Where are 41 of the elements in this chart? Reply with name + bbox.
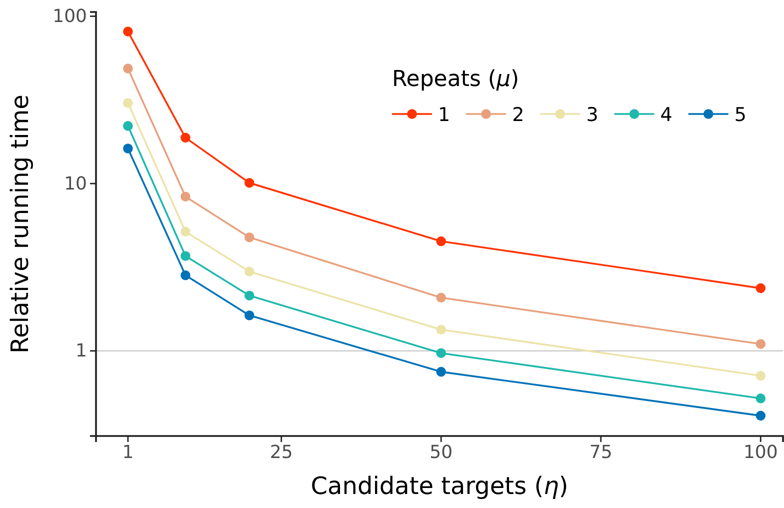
point <box>123 121 133 131</box>
point <box>436 324 446 334</box>
point <box>244 178 254 188</box>
y-tick-label: 10 <box>64 173 87 194</box>
point <box>244 232 254 242</box>
point <box>756 370 766 381</box>
legend-label: 2 <box>512 104 524 126</box>
point <box>180 192 190 202</box>
point <box>756 339 766 349</box>
point <box>756 394 766 404</box>
point <box>756 410 766 421</box>
x-tick-label: 75 <box>589 442 612 463</box>
point <box>123 26 133 36</box>
y-axis-title: Relative running time <box>6 94 34 354</box>
point <box>123 98 133 108</box>
x-tick-label: 50 <box>430 442 453 463</box>
point <box>244 310 254 320</box>
legend-label: 1 <box>438 104 450 126</box>
point <box>123 64 133 74</box>
point <box>180 132 190 143</box>
point <box>436 292 446 303</box>
point <box>436 348 446 358</box>
point <box>180 270 190 280</box>
x-tick-label: 25 <box>270 442 293 463</box>
legend-label: 3 <box>586 104 598 126</box>
legend-label: 4 <box>660 104 672 126</box>
y-tick-label: 100 <box>52 6 87 27</box>
point <box>244 290 254 300</box>
point <box>244 266 254 276</box>
point <box>756 283 766 294</box>
x-tick-label: 100 <box>743 442 778 463</box>
point <box>180 226 190 237</box>
point <box>436 236 446 246</box>
x-tick-label: 1 <box>122 442 134 463</box>
point <box>436 366 446 377</box>
x-axis-title: Candidate targets (η) <box>310 472 568 500</box>
point <box>123 144 133 154</box>
y-tick-label: 1 <box>76 340 87 362</box>
point <box>180 251 190 261</box>
legend-label: 5 <box>734 104 746 126</box>
legend-title: Repeats (μ) <box>392 67 520 92</box>
